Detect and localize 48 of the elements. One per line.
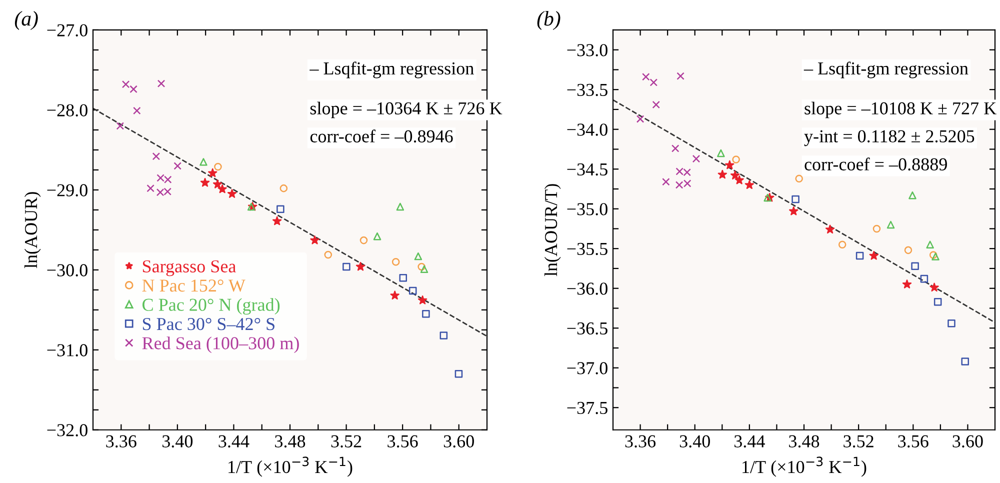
legend-label: C Pac 20° N (grad) xyxy=(142,298,280,315)
y-tick-label: −27.0 xyxy=(47,24,88,36)
y-axis-title: ln(AOUR/T) xyxy=(544,184,561,276)
annotation: corr-coef = –0.8889 xyxy=(804,158,947,171)
legend-label: Sargasso Sea xyxy=(142,260,236,276)
y-tick-label: −29.0 xyxy=(47,184,88,196)
y-axis-title: ln(AOUR) xyxy=(24,192,41,268)
y-tick-label: −35.0 xyxy=(567,203,608,216)
x-tick-label: 3.44 xyxy=(218,435,250,448)
x-tick-label: 3.40 xyxy=(680,435,710,448)
y-tick-label: −37.5 xyxy=(567,402,608,414)
y-tick-label: −36.0 xyxy=(567,282,608,295)
y-tick-label: −33.5 xyxy=(567,84,608,96)
chart-title: (b) xyxy=(537,11,560,30)
x-tick-label: 3.56 xyxy=(898,435,928,448)
y-tick-label: −34.0 xyxy=(567,124,608,136)
x-tick-label: 3.36 xyxy=(625,435,656,448)
y-tick-label: −31.0 xyxy=(47,344,88,356)
x-tick-label: 3.52 xyxy=(331,435,362,448)
chart-title: (a) xyxy=(14,11,38,30)
y-tick-label: −37.0 xyxy=(567,362,608,374)
x-tick-label: 3.48 xyxy=(789,435,820,448)
x-axis-title: 1/T (×10$^{−3}$ K$^{−1}$) xyxy=(742,456,866,477)
x-tick-label: 3.60 xyxy=(444,435,474,448)
annotation: corr-coef = –0.8946 xyxy=(310,130,453,143)
annotation: slope = –10364 K ± 726 K xyxy=(310,102,502,118)
annotation: – Lsqfit-gm regression xyxy=(804,62,968,78)
x-tick-label: 3.40 xyxy=(162,435,193,448)
legend-label: N Pac 152° W xyxy=(142,280,246,292)
y-tick-label: −34.5 xyxy=(567,163,608,176)
x-tick-label: 3.56 xyxy=(388,435,418,448)
x-tick-label: 3.48 xyxy=(275,435,306,448)
x-tick-label: 3.44 xyxy=(734,435,765,448)
y-tick-label: −35.5 xyxy=(567,242,608,256)
x-tick-label: 3.60 xyxy=(952,435,983,448)
annotation: slope = –10108 K ± 727 K xyxy=(804,102,996,118)
annotation: – Lsqfit-gm regression xyxy=(310,62,474,78)
legend-label: Red Sea (100–300 m) xyxy=(142,336,299,353)
y-tick-label: −30.0 xyxy=(47,264,88,276)
y-tick-label: −33.0 xyxy=(567,44,608,56)
legend-label: S Pac 30° S–42° S xyxy=(142,318,274,330)
x-axis-title: 1/T (×10$^{−3}$ K$^{−1}$) xyxy=(228,456,352,477)
y-tick-label: −36.5 xyxy=(567,322,608,335)
x-tick-label: 3.36 xyxy=(106,435,136,448)
annotation: y-int = 0.1182 ± 2.5205 xyxy=(804,130,974,146)
x-tick-label: 3.52 xyxy=(844,435,874,448)
y-tick-label: −32.0 xyxy=(47,424,88,436)
y-tick-label: −28.0 xyxy=(47,104,88,116)
